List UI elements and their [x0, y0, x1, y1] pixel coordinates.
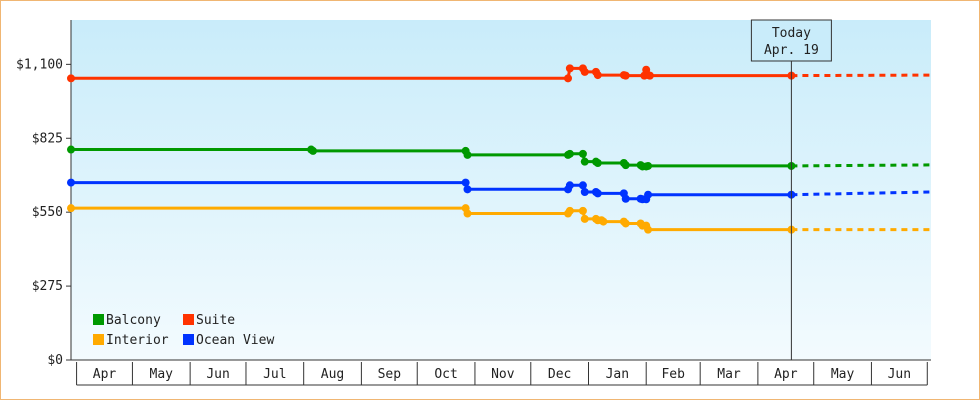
data-point [645, 71, 654, 80]
data-point [593, 71, 602, 80]
data-point [67, 204, 75, 213]
series-projection [791, 190, 932, 197]
month-label: Jul [263, 367, 286, 382]
data-point [580, 214, 589, 223]
data-point [578, 181, 587, 190]
month-label: Jan [606, 367, 629, 382]
today-date: Apr. 19 [764, 43, 819, 58]
legend-swatch [183, 334, 194, 345]
month-label: Jun [888, 367, 911, 382]
today-marker: Today Apr. 19 [750, 19, 832, 360]
series-projection [791, 73, 932, 78]
series-ocean-view [67, 178, 932, 204]
data-point [565, 181, 574, 190]
data-point [463, 209, 472, 218]
month-label: Jun [206, 367, 229, 382]
legend-label: Balcony [106, 313, 161, 328]
data-point [580, 188, 589, 197]
data-point [461, 178, 470, 187]
data-point [644, 190, 653, 199]
legend-swatch [93, 334, 104, 345]
series-projection [791, 163, 932, 168]
month-label: Aug [321, 367, 344, 382]
month-label: Dec [548, 367, 571, 382]
data-point [578, 149, 587, 158]
legend: Balcony Suite Interior Ocean View [93, 313, 274, 348]
month-label: Nov [491, 367, 515, 382]
data-point [564, 74, 573, 83]
y-tick-label: $0 [47, 353, 63, 368]
series-balcony [67, 145, 932, 171]
legend-label: Ocean View [196, 333, 274, 348]
month-label: May [150, 367, 174, 382]
data-point [565, 206, 574, 215]
data-point [308, 146, 317, 155]
data-point [621, 219, 630, 228]
series-suite [67, 64, 932, 83]
month-label: Mar [717, 367, 741, 382]
today-label: Today [772, 26, 811, 41]
series-group [67, 64, 932, 234]
y-tick-label: $825 [32, 131, 63, 146]
data-point [580, 67, 589, 76]
y-tick-label: $1,100 [16, 57, 63, 72]
y-tick-label: $275 [32, 279, 63, 294]
month-label: Apr [774, 367, 798, 382]
data-point [463, 150, 472, 159]
legend-swatch [183, 314, 194, 325]
data-point [621, 161, 630, 170]
data-point [621, 71, 630, 80]
data-point [67, 178, 75, 187]
data-point [593, 158, 602, 167]
data-point [463, 185, 472, 194]
data-point [593, 189, 602, 198]
month-label: Sep [378, 367, 402, 382]
data-point [644, 225, 653, 234]
month-label: Feb [661, 367, 685, 382]
data-point [644, 161, 653, 170]
month-label: May [831, 367, 855, 382]
data-point [580, 157, 589, 166]
month-label: Apr [93, 367, 117, 382]
data-point [599, 217, 608, 226]
legend-label: Interior [106, 333, 169, 348]
data-point [565, 64, 574, 73]
month-label: Oct [434, 367, 457, 382]
data-point [621, 194, 630, 203]
legend-swatch [93, 314, 104, 325]
today-box [750, 19, 832, 62]
series-interior [67, 204, 931, 234]
x-axis: Apr May Jun Jul Aug Sep Oct Nov Dec Jan Feb Mar Apr M… [71, 359, 931, 386]
data-point [565, 149, 574, 158]
y-tick-label: $550 [32, 205, 63, 220]
legend-label: Suite [196, 313, 235, 328]
data-point [67, 74, 75, 83]
y-axis: $0 $275 $550 $825 $1,100 [16, 20, 72, 368]
data-point [67, 145, 75, 154]
data-point [578, 206, 587, 215]
